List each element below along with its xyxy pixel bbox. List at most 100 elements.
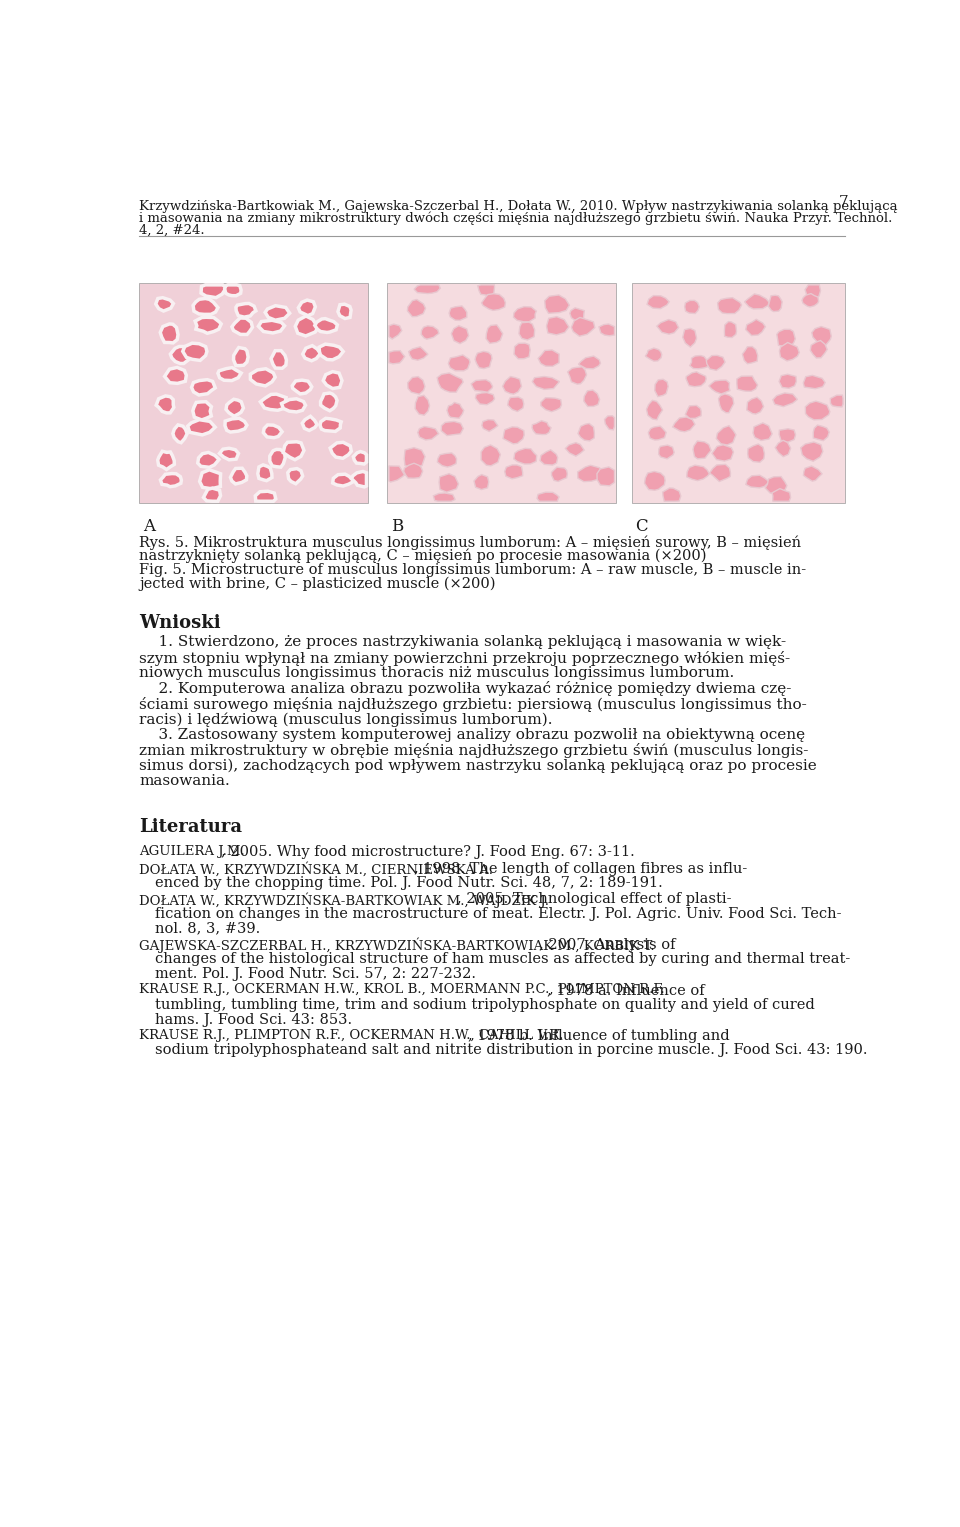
Polygon shape [182, 344, 207, 360]
Polygon shape [302, 345, 321, 360]
Text: , 1978 a. Influence of: , 1978 a. Influence of [547, 983, 705, 997]
Polygon shape [288, 469, 302, 484]
Polygon shape [753, 423, 772, 440]
Polygon shape [657, 319, 679, 334]
Text: hams. J. Food Sci. 43: 853.: hams. J. Food Sci. 43: 853. [155, 1012, 352, 1026]
Polygon shape [648, 426, 666, 440]
Text: i masowania na zmiany mikrostruktury dwóch części mięśnia najdłuższego grzbietu : i masowania na zmiany mikrostruktury dwó… [139, 212, 893, 224]
Polygon shape [321, 392, 337, 411]
Polygon shape [201, 286, 227, 298]
Polygon shape [693, 441, 711, 458]
Polygon shape [765, 476, 787, 495]
Polygon shape [508, 397, 524, 411]
Polygon shape [605, 415, 614, 431]
Polygon shape [195, 318, 221, 333]
Polygon shape [539, 350, 559, 366]
Polygon shape [204, 489, 221, 501]
Polygon shape [804, 376, 826, 389]
Polygon shape [225, 286, 241, 296]
Polygon shape [299, 299, 316, 316]
Polygon shape [319, 344, 344, 360]
Text: , 1978 b. Influence of tumbling and: , 1978 b. Influence of tumbling and [468, 1029, 730, 1043]
Text: 2. Komputerowa analiza obrazu pozwoliła wykazać różnicę pomiędzy dwiema czę-: 2. Komputerowa analiza obrazu pozwoliła … [139, 681, 792, 696]
Polygon shape [716, 426, 736, 444]
Polygon shape [776, 440, 791, 457]
Polygon shape [353, 452, 367, 464]
Polygon shape [449, 305, 467, 321]
Text: masowania.: masowania. [139, 774, 230, 788]
Polygon shape [537, 492, 559, 501]
Polygon shape [689, 356, 710, 370]
Polygon shape [258, 321, 284, 333]
Polygon shape [439, 473, 459, 492]
Polygon shape [315, 319, 337, 333]
Polygon shape [156, 395, 174, 412]
Polygon shape [160, 473, 181, 487]
Polygon shape [584, 389, 600, 406]
Text: sodium tripolyphosphateand salt and nitrite distribution in porcine muscle. J. F: sodium tripolyphosphateand salt and nitr… [155, 1043, 868, 1057]
Polygon shape [220, 449, 238, 460]
Polygon shape [565, 443, 584, 457]
Polygon shape [255, 492, 276, 501]
Polygon shape [683, 328, 697, 347]
Text: Rys. 5. Mikrostruktura musculus longissimus lumborum: A – mięsień surowy, B – mi: Rys. 5. Mikrostruktura musculus longissi… [139, 534, 802, 550]
Polygon shape [567, 366, 587, 385]
Polygon shape [662, 489, 681, 501]
Polygon shape [486, 325, 503, 344]
Polygon shape [546, 316, 569, 334]
Polygon shape [540, 397, 562, 412]
Polygon shape [718, 298, 741, 313]
Polygon shape [421, 325, 439, 339]
Polygon shape [780, 374, 797, 388]
Text: ściami surowego mięśnia najdłuższego grzbietu: piersiową (musculus longissimus t: ściami surowego mięśnia najdłuższego grz… [139, 696, 807, 712]
Polygon shape [685, 406, 701, 418]
Polygon shape [772, 489, 791, 501]
Polygon shape [718, 394, 733, 412]
Polygon shape [265, 305, 290, 321]
Polygon shape [773, 392, 798, 406]
Polygon shape [514, 344, 530, 359]
Polygon shape [389, 324, 402, 339]
Polygon shape [263, 425, 282, 438]
Polygon shape [578, 423, 594, 441]
Polygon shape [551, 467, 567, 481]
Text: nol. 8, 3, #39.: nol. 8, 3, #39. [155, 922, 260, 936]
Polygon shape [448, 354, 470, 371]
Polygon shape [193, 402, 211, 420]
Polygon shape [780, 342, 800, 360]
Polygon shape [433, 493, 455, 501]
Polygon shape [324, 371, 342, 388]
Polygon shape [812, 327, 831, 345]
Polygon shape [414, 286, 441, 293]
Text: 7: 7 [839, 195, 849, 209]
Polygon shape [226, 399, 244, 417]
Text: GAJEWSKA-SZCZERBAL H., KRZYWDZIŃSKA-BARTKOWIAK M., KORBIK T.: GAJEWSKA-SZCZERBAL H., KRZYWDZIŃSKA-BART… [139, 938, 655, 953]
Text: 1. Stwierdzono, że proces nastrzykiwania solanką peklującą i masowania w więk-: 1. Stwierdzono, że proces nastrzykiwania… [139, 635, 786, 649]
Polygon shape [579, 356, 600, 370]
Polygon shape [475, 392, 494, 405]
Polygon shape [478, 286, 494, 296]
Polygon shape [802, 293, 819, 307]
Polygon shape [418, 426, 439, 440]
Polygon shape [230, 469, 247, 484]
Text: Literatura: Literatura [139, 818, 242, 837]
Text: Fig. 5. Microstructure of musculus longissimus lumborum: A – raw muscle, B – mus: Fig. 5. Microstructure of musculus longi… [139, 563, 806, 577]
Polygon shape [281, 399, 305, 412]
Text: KRAUSE R.J., OCKERMAN H.W., KROL B., MOERMANN P.C., PLIMPTON R.F.: KRAUSE R.J., OCKERMAN H.W., KROL B., MOE… [139, 983, 665, 996]
Polygon shape [505, 464, 522, 479]
Polygon shape [333, 475, 354, 486]
Polygon shape [532, 377, 560, 389]
Polygon shape [686, 466, 709, 481]
Bar [139, 284, 368, 502]
Text: fication on changes in the macrostructure of meat. Electr. J. Pol. Agric. Univ. : fication on changes in the macrostructur… [155, 907, 841, 921]
Polygon shape [813, 425, 829, 441]
Bar [632, 284, 845, 502]
Polygon shape [830, 395, 843, 408]
Polygon shape [805, 286, 821, 299]
Polygon shape [780, 429, 796, 443]
Polygon shape [599, 324, 614, 336]
Bar [388, 284, 616, 502]
Polygon shape [742, 347, 757, 363]
Polygon shape [451, 325, 468, 344]
Polygon shape [415, 395, 429, 415]
